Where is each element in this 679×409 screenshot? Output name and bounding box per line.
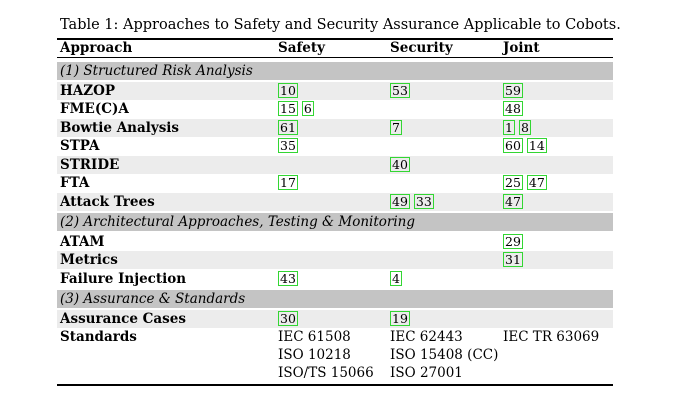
joint-cell: 29 — [503, 233, 527, 251]
approach-name: FME(C)A — [60, 101, 129, 117]
citation-link[interactable]: 25 — [503, 175, 523, 190]
approach-name: STRIDE — [60, 157, 120, 173]
security-cell: 4 — [390, 270, 406, 288]
approach-name: HAZOP — [60, 83, 115, 99]
approach-name: Standards — [60, 329, 137, 345]
citation-link[interactable]: 29 — [503, 234, 523, 249]
approach-name: STPA — [60, 138, 100, 154]
citation-link[interactable]: 7 — [390, 120, 402, 135]
table-row: FME(C)A 15 6 48 — [57, 100, 613, 118]
section-row-assurance: (3) Assurance & Standards — [57, 290, 613, 308]
standard-item: ISO 27001 — [390, 365, 463, 381]
table-row: Bowtie Analysis 61 7 1 8 — [57, 119, 613, 137]
approach-name: Attack Trees — [60, 194, 155, 210]
approach-name: FTA — [60, 175, 90, 191]
section-title: (3) Assurance & Standards — [60, 291, 246, 307]
section-row-structured-risk: (1) Structured Risk Analysis — [57, 62, 613, 80]
citation-link[interactable]: 31 — [503, 252, 523, 267]
security-cell: 49 33 — [390, 193, 438, 211]
citation-link[interactable]: 61 — [278, 120, 298, 135]
citation-link[interactable]: 19 — [390, 311, 410, 326]
standard-item: IEC 61508 — [278, 329, 351, 345]
citation-link[interactable]: 4 — [390, 271, 402, 286]
section-row-architectural: (2) Architectural Approaches, Testing & … — [57, 213, 613, 231]
safety-cell: 61 — [278, 119, 302, 137]
table-row: Assurance Cases 30 19 — [57, 310, 613, 328]
approach-name: Assurance Cases — [60, 311, 186, 327]
citation-link[interactable]: 33 — [413, 194, 434, 209]
header-safety: Safety — [278, 40, 325, 56]
citation-link[interactable]: 47 — [503, 194, 523, 209]
bottom-rule — [57, 384, 613, 386]
citation-link[interactable]: 30 — [278, 311, 298, 326]
standard-item: IEC 62443 — [390, 329, 463, 345]
joint-cell: 25 47 — [503, 174, 551, 192]
citation-link[interactable]: 43 — [278, 271, 298, 286]
approach-name: Metrics — [60, 252, 118, 268]
approach-name: Failure Injection — [60, 271, 187, 287]
citation-link[interactable]: 17 — [278, 175, 298, 190]
joint-cell: 47 — [503, 193, 527, 211]
standard-item: ISO/TS 15066 — [278, 365, 374, 381]
joint-cell: 31 — [503, 251, 527, 269]
safety-cell: 15 6 — [278, 100, 318, 118]
citation-link[interactable]: 48 — [503, 101, 523, 116]
table-row: STPA 35 60 14 — [57, 137, 613, 155]
citation-link[interactable]: 1 — [503, 120, 515, 135]
header-joint: Joint — [503, 40, 540, 56]
table-row: HAZOP 10 53 59 — [57, 82, 613, 100]
citation-link[interactable]: 40 — [390, 157, 410, 172]
table-row: STRIDE 40 — [57, 156, 613, 174]
citation-link[interactable]: 8 — [518, 120, 531, 135]
safety-cell: 17 — [278, 174, 302, 192]
security-cell: 19 — [390, 310, 414, 328]
table-row: FTA 17 25 47 — [57, 174, 613, 192]
security-cell: 7 — [390, 119, 406, 137]
header-approach: Approach — [60, 40, 133, 56]
standard-item: ISO 15408 (CC) — [390, 347, 499, 363]
standard-item: IEC TR 63069 — [503, 329, 600, 345]
table-row: Failure Injection 43 4 — [57, 270, 613, 288]
top-rule — [57, 38, 613, 40]
citation-link[interactable]: 35 — [278, 138, 298, 153]
citation-link[interactable]: 60 — [503, 138, 523, 153]
citation-link[interactable]: 15 — [278, 101, 298, 116]
citation-link[interactable]: 10 — [278, 83, 298, 98]
table-row: Metrics 31 — [57, 251, 613, 269]
standard-item: ISO 10218 — [278, 347, 351, 363]
security-cell: 40 — [390, 156, 414, 174]
security-cell: 53 — [390, 82, 414, 100]
citation-link[interactable]: 53 — [390, 83, 410, 98]
approach-name: ATAM — [60, 234, 105, 250]
citation-link[interactable]: 59 — [503, 83, 523, 98]
joint-cell: 59 — [503, 82, 527, 100]
table-row: ATAM 29 — [57, 233, 613, 251]
approach-name: Bowtie Analysis — [60, 120, 180, 136]
citation-link[interactable]: 14 — [526, 138, 547, 153]
citation-link[interactable]: 47 — [526, 175, 547, 190]
citation-link[interactable]: 49 — [390, 194, 410, 209]
table-row: Attack Trees 49 33 47 — [57, 193, 613, 211]
joint-cell: 60 14 — [503, 137, 551, 155]
joint-cell: 48 — [503, 100, 527, 118]
table-caption: Table 1: Approaches to Safety and Securi… — [60, 17, 621, 33]
safety-cell: 30 — [278, 310, 302, 328]
section-title: (1) Structured Risk Analysis — [60, 63, 253, 79]
section-title: (2) Architectural Approaches, Testing & … — [60, 214, 415, 230]
safety-cell: 10 — [278, 82, 302, 100]
table-row: Standards IEC 61508 ISO 10218 ISO/TS 15066 I… — [57, 328, 613, 381]
header-rule — [57, 57, 613, 58]
safety-cell: 43 — [278, 270, 302, 288]
header-security: Security — [390, 40, 453, 56]
safety-cell: 35 — [278, 137, 302, 155]
citation-link[interactable]: 6 — [301, 101, 314, 116]
